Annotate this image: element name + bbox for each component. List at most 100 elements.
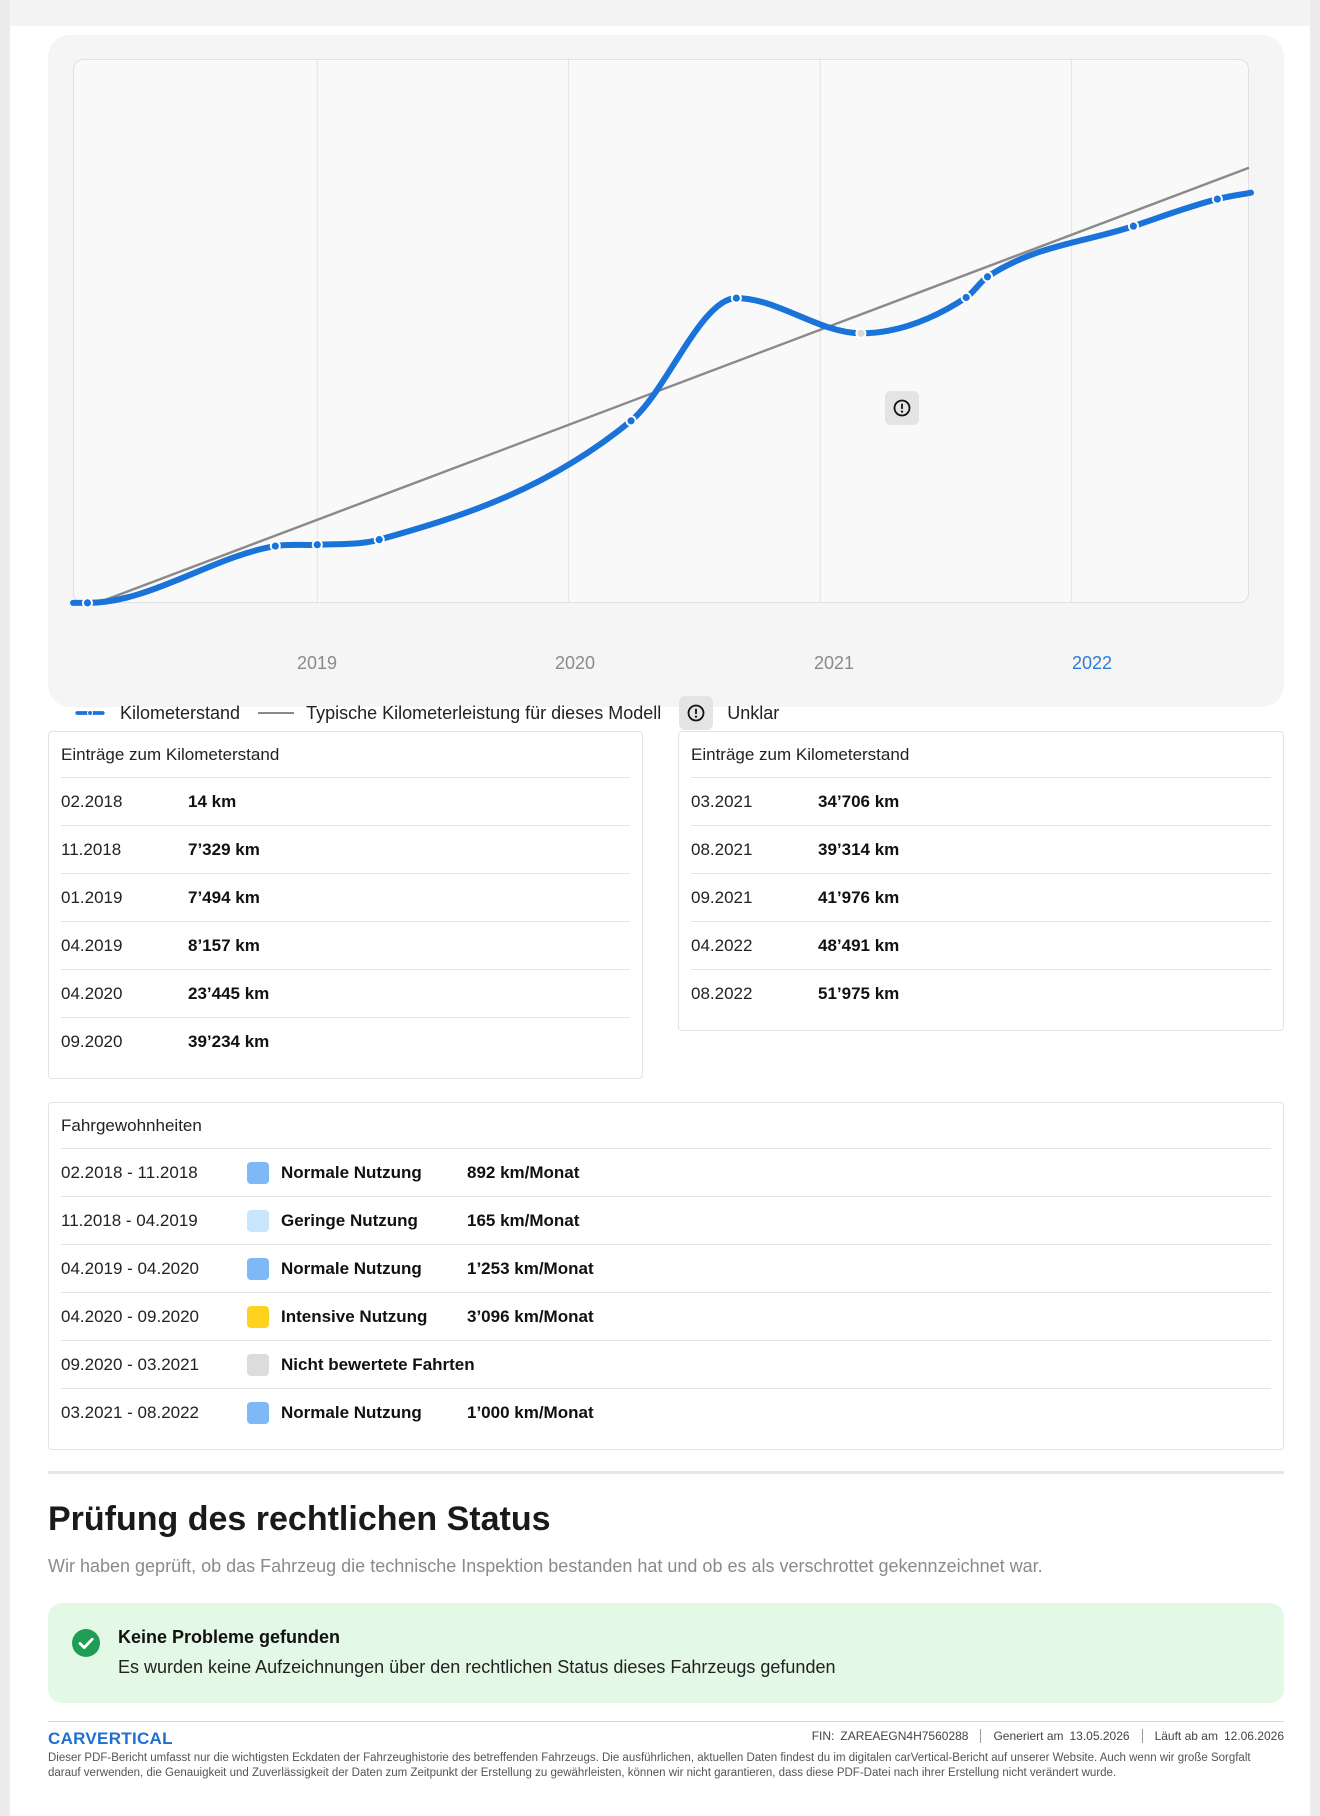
meta-separator: [980, 1729, 982, 1743]
data-point: [1213, 195, 1221, 203]
result-title: Keine Probleme gefunden: [118, 1627, 341, 1647]
table-row: 11.2018 7’329 km: [61, 826, 630, 874]
data-point: [375, 536, 383, 544]
usage-color-swatch: [247, 1209, 269, 1232]
legal-status-title: Prüfung des rechtlichen Status: [48, 1500, 551, 1538]
table-row: 02.2018 14 km: [61, 778, 630, 826]
data-point: [983, 273, 992, 281]
habit-rate: 165 km/Monat: [467, 1210, 580, 1230]
driving-habits-table: Fahrgewohnheiten 02.2018 - 11.2018 Norma…: [48, 1102, 1284, 1450]
page-top-strip: [10, 0, 1310, 26]
data-point: [1129, 222, 1137, 230]
alert-circle-icon: [893, 399, 911, 417]
habit-label: Normale Nutzung: [281, 1258, 422, 1278]
row-km: 8’157 km: [188, 935, 260, 955]
expires-value: 12.06.2026: [1223, 1729, 1284, 1743]
legend-item-unclear: Unklar: [679, 696, 779, 730]
section-divider: [48, 1471, 1284, 1474]
legal-status-description: Wir haben geprüft, ob das Fahrzeug die t…: [48, 1556, 1043, 1576]
habit-rate: 3’096 km/Monat: [467, 1306, 594, 1326]
data-point: [271, 542, 279, 550]
x-tick-2022: 2022: [1071, 653, 1113, 673]
habit-period: 09.2020 - 03.2021: [61, 1354, 200, 1374]
mileage-chart-card: 2019 2020 2021 2022 Kilometerstand: [48, 35, 1284, 730]
chart-legend: Kilometerstand Typische Kilometerleistun…: [72, 695, 797, 731]
row-km: 14 km: [188, 791, 237, 811]
chart-plot-area: [73, 59, 1249, 603]
habit-rate: 1’000 km/Monat: [467, 1403, 594, 1422]
row-date: 09.2021: [691, 887, 753, 907]
x-tick-2019: 2019: [296, 653, 338, 673]
check-circle-icon: [72, 1629, 100, 1657]
footer-meta: FIN: ZAREAEGN4H7560288 Generiert am 13.0…: [812, 1729, 1284, 1743]
data-point: [313, 541, 321, 549]
table-row: 08.2021 39’314 km: [691, 826, 1271, 874]
habit-label: Normale Nutzung: [281, 1162, 422, 1182]
row-km: 41’976 km: [818, 887, 900, 907]
footer-disclaimer: Dieser PDF-Bericht umfasst nur die wicht…: [48, 1752, 1251, 1779]
table-row: 01.2019 7’494 km: [61, 874, 630, 922]
unclear-marker-badge[interactable]: [885, 391, 919, 425]
habit-row: 03.2021 - 08.2022 Normale Nutzung 1’000 …: [61, 1389, 1271, 1437]
row-date: 09.2020: [61, 1032, 123, 1051]
table-row: 04.2022 48’491 km: [691, 922, 1271, 970]
usage-color-swatch: [247, 1353, 269, 1376]
carvertical-logo: CARVERTICAL: [48, 1729, 173, 1748]
x-tick-2021: 2021: [813, 653, 855, 673]
table-row: 09.2020 39’234 km: [61, 1018, 630, 1066]
row-km: 7’329 km: [188, 839, 260, 859]
row-date: 02.2018: [61, 791, 123, 811]
legend-unclear-badge: [679, 696, 714, 730]
mileage-table-left-title: Einträge zum Kilometerstand: [61, 732, 630, 778]
table-row: 04.2019 8’157 km: [61, 922, 630, 970]
habit-period: 03.2021 - 08.2022: [61, 1403, 200, 1422]
report-page: 2019 2020 2021 2022 Kilometerstand: [10, 0, 1310, 1816]
data-point: [962, 293, 970, 302]
row-date: 04.2020: [61, 983, 123, 1003]
legend-item-typical: Typische Kilometerleistung für dieses Mo…: [258, 703, 661, 724]
generated-value: 13.05.2026: [1069, 1729, 1130, 1743]
footer-divider: [48, 1721, 1284, 1722]
row-date: 04.2019: [61, 935, 123, 955]
data-point: [83, 599, 92, 607]
result-text: Es wurden keine Aufzeichnungen über den …: [118, 1657, 836, 1677]
habit-row: 11.2018 - 04.2019 Geringe Nutzung 165 km…: [61, 1197, 1271, 1245]
row-km: 34’706 km: [818, 791, 900, 811]
habit-rate: 892 km/Monat: [467, 1162, 580, 1182]
row-date: 08.2021: [691, 839, 753, 859]
legend-label-mileage: Kilometerstand: [120, 702, 241, 723]
habit-rate: 1’253 km/Monat: [467, 1258, 594, 1278]
habit-period: 11.2018 - 04.2019: [61, 1210, 198, 1230]
expires-label: Läuft ab am: [1154, 1729, 1218, 1743]
typical-line-icon: [258, 712, 295, 714]
typical-mileage-line: [96, 166, 1250, 605]
row-km: 51’975 km: [818, 984, 900, 1003]
habit-row: 09.2020 - 03.2021 Nicht bewertete Fahrte…: [61, 1341, 1271, 1389]
row-date: 01.2019: [61, 887, 123, 907]
row-date: 04.2022: [691, 935, 753, 955]
habit-row: 04.2020 - 09.2020 Intensive Nutzung 3’09…: [61, 1293, 1271, 1341]
fin-value: ZAREAEGN4H7560288: [840, 1729, 969, 1743]
table-row: 08.2022 51’975 km: [691, 970, 1271, 1018]
mileage-line: [70, 189, 1254, 606]
habit-label: Nicht bewertete Fahrten: [281, 1354, 475, 1374]
mileage-table-right-title: Einträge zum Kilometerstand: [691, 732, 1271, 778]
legal-status-result: Keine Probleme gefunden Es wurden keine …: [48, 1603, 1284, 1703]
alert-circle-icon: [687, 704, 705, 722]
data-point: [627, 417, 635, 425]
row-km: 39’314 km: [818, 839, 900, 859]
legend-label-typical: Typische Kilometerleistung für dieses Mo…: [306, 702, 662, 723]
table-row: 04.2020 23’445 km: [61, 970, 630, 1018]
row-date: 11.2018: [61, 839, 122, 859]
habit-label: Normale Nutzung: [281, 1403, 422, 1422]
table-row: 03.2021 34’706 km: [691, 778, 1271, 826]
habit-row: 04.2019 - 04.2020 Normale Nutzung 1’253 …: [61, 1245, 1271, 1293]
row-km: 23’445 km: [188, 983, 270, 1003]
usage-color-swatch: [247, 1305, 269, 1328]
fin-label: FIN:: [811, 1729, 835, 1743]
usage-color-swatch: [247, 1402, 269, 1424]
habit-period: 04.2019 - 04.2020: [61, 1258, 200, 1278]
data-point: [732, 294, 740, 302]
habit-label: Geringe Nutzung: [281, 1210, 418, 1230]
habit-row: 02.2018 - 11.2018 Normale Nutzung 892 km…: [61, 1149, 1271, 1197]
